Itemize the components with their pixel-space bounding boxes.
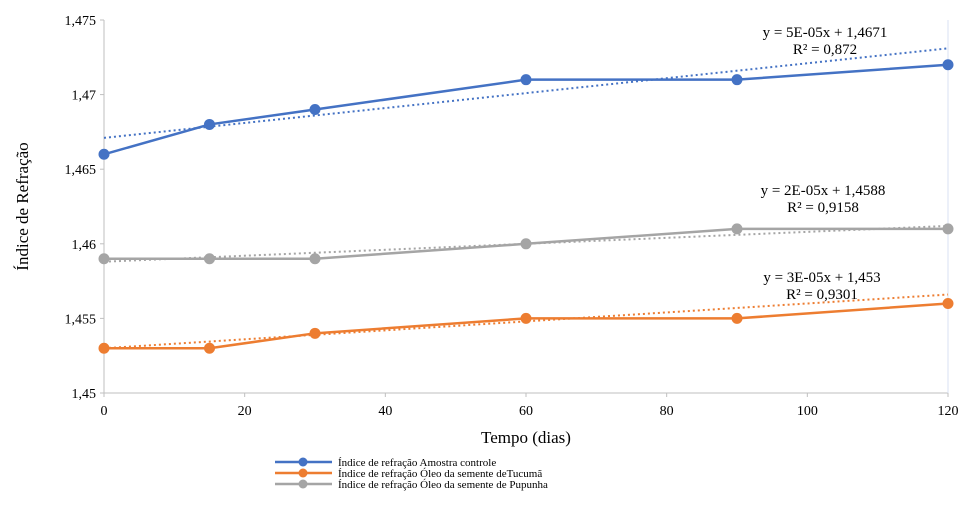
x-tick-label: 60 xyxy=(519,404,533,419)
series-lines xyxy=(98,59,954,354)
data-point xyxy=(942,297,954,309)
x-tick-label: 0 xyxy=(101,404,108,419)
data-point xyxy=(309,327,321,339)
data-point xyxy=(731,223,743,235)
legend-marker xyxy=(298,468,308,478)
trendline-equation: y = 2E-05x + 1,4588 xyxy=(761,183,886,199)
legend-label: Índice de refração Óleo da semente deTuc… xyxy=(338,468,542,480)
data-point xyxy=(309,104,321,116)
trendline-equation: y = 3E-05x + 1,453 xyxy=(763,270,880,286)
data-point xyxy=(731,74,743,86)
y-tick-label: 1,455 xyxy=(65,312,97,327)
x-axis-title: Tempo (dias) xyxy=(481,428,571,447)
x-tick-label: 20 xyxy=(238,404,252,419)
y-tick-label: 1,47 xyxy=(72,89,97,104)
y-axis-title: Índice de Refração xyxy=(13,142,32,270)
data-point xyxy=(731,312,743,324)
trendline-0 xyxy=(103,47,949,139)
legend-label: Índice de refração Óleo da semente de Pu… xyxy=(338,479,548,491)
data-point xyxy=(942,223,954,235)
legend-marker xyxy=(298,457,308,467)
trendline-equation: y = 5E-05x + 1,4671 xyxy=(763,25,888,41)
series-line-2 xyxy=(104,227,948,260)
data-point xyxy=(520,238,532,250)
data-point xyxy=(98,253,110,265)
y-tick-label: 1,45 xyxy=(72,387,97,402)
legend-marker xyxy=(298,479,308,489)
legend-label: Índice de refração Amostra controle xyxy=(338,457,496,469)
data-point xyxy=(98,342,110,354)
trendline-r2: R² = 0,9301 xyxy=(786,287,858,303)
series-line-0 xyxy=(103,63,949,156)
data-point xyxy=(520,74,532,86)
data-point xyxy=(204,118,215,130)
data-point xyxy=(309,253,321,265)
x-tick-label: 80 xyxy=(660,404,674,419)
trendline-1 xyxy=(103,293,949,350)
data-point xyxy=(204,342,215,354)
axis-ticks: 1,45 1,455 1,46 1,465 1,47 1,475 0 20 40 60 80 100 1… xyxy=(65,14,959,419)
series-line-1 xyxy=(104,302,949,350)
x-tick-label: 100 xyxy=(797,404,818,419)
data-point xyxy=(204,253,215,265)
y-tick-label: 1,465 xyxy=(65,163,97,178)
data-point xyxy=(942,59,954,71)
x-tick-label: 120 xyxy=(938,404,959,419)
legend: Índice de refração Amostra controleÍndic… xyxy=(275,457,548,491)
data-point xyxy=(520,312,532,324)
y-tick-label: 1,46 xyxy=(72,238,97,253)
trendline-r2: R² = 0,872 xyxy=(793,42,857,58)
x-tick-label: 40 xyxy=(378,404,392,419)
trendline-r2: R² = 0,9158 xyxy=(787,200,859,216)
trendline-2 xyxy=(103,224,949,263)
trendlines xyxy=(103,47,949,350)
data-point xyxy=(98,148,110,160)
y-tick-label: 1,475 xyxy=(65,14,97,29)
